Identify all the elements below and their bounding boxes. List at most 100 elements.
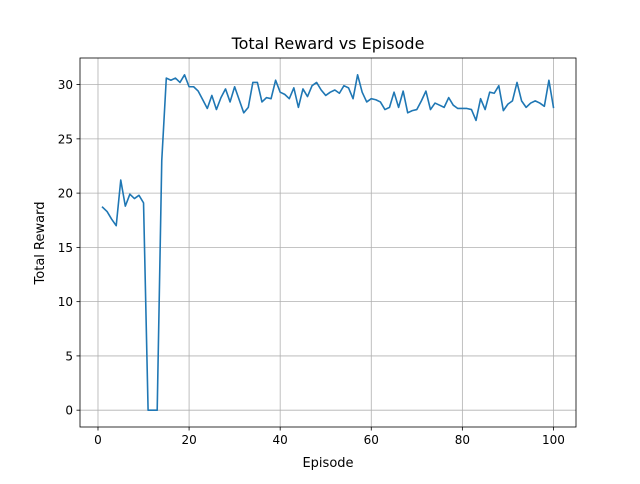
data-point [466, 108, 468, 110]
data-point [507, 103, 509, 105]
data-point [357, 74, 359, 76]
data-point [361, 91, 363, 93]
y-tick-label: 20 [58, 187, 73, 201]
data-point [480, 98, 482, 100]
data-point [471, 109, 473, 111]
y-tick-label: 5 [65, 349, 73, 363]
data-point [380, 101, 382, 103]
y-tick-label: 25 [58, 132, 73, 146]
data-point [229, 101, 231, 103]
data-point [120, 179, 122, 181]
y-tick-label: 30 [58, 78, 73, 92]
data-point [298, 107, 300, 109]
data-point [512, 100, 514, 102]
data-point [343, 85, 345, 87]
data-point [252, 82, 254, 84]
data-point [279, 91, 281, 93]
data-point [316, 82, 318, 84]
data-point [448, 97, 450, 99]
data-point [307, 96, 309, 98]
data-point [125, 205, 127, 207]
data-point [234, 86, 236, 88]
data-point [288, 98, 290, 100]
data-point [339, 92, 341, 94]
data-point [525, 107, 527, 109]
data-point [421, 100, 423, 102]
x-axis-label: Episode [302, 456, 353, 471]
data-point [425, 90, 427, 92]
data-point [430, 109, 432, 111]
data-point [484, 109, 486, 111]
data-point [325, 95, 327, 97]
data-point [452, 104, 454, 106]
data-point [516, 82, 518, 84]
data-point [147, 409, 149, 411]
data-point [539, 102, 541, 104]
data-point [329, 91, 331, 93]
data-point [534, 100, 536, 102]
data-point [202, 99, 204, 101]
data-point [503, 110, 505, 112]
series-layer [101, 74, 555, 411]
data-point [462, 108, 464, 110]
data-point [275, 79, 277, 81]
data-point [220, 97, 222, 99]
y-tick-label: 15 [58, 241, 73, 255]
data-point [375, 99, 377, 101]
data-point [225, 88, 227, 90]
data-point [129, 193, 131, 195]
data-point [179, 82, 181, 84]
data-point [439, 104, 441, 106]
data-point [320, 89, 322, 91]
data-point [156, 409, 158, 411]
data-point [402, 90, 404, 92]
data-point [211, 95, 213, 97]
data-point [370, 98, 372, 100]
data-point [302, 88, 304, 90]
data-point [489, 91, 491, 93]
data-point [115, 225, 117, 227]
data-point [197, 90, 199, 92]
data-point [106, 211, 108, 213]
data-point [553, 107, 555, 109]
data-point [261, 101, 263, 103]
data-point [216, 109, 218, 111]
axis-ticks: 0 20 40 60 80 100 0 5 10 15 20 25 30 [58, 78, 565, 447]
data-point [188, 86, 190, 88]
data-point [143, 202, 145, 204]
data-point [138, 194, 140, 196]
data-point [530, 102, 532, 104]
data-point [184, 74, 186, 76]
data-point [175, 77, 177, 79]
x-tick-label: 60 [364, 433, 379, 447]
data-point [166, 77, 168, 79]
data-point [243, 112, 245, 114]
chart-title: Total Reward vs Episode [231, 34, 425, 53]
data-point [247, 107, 249, 109]
data-point [498, 85, 500, 87]
x-tick-label: 100 [542, 433, 565, 447]
data-point [407, 112, 409, 114]
data-point [152, 409, 154, 411]
data-point [284, 94, 286, 96]
data-point [111, 218, 113, 220]
data-point [493, 92, 495, 94]
data-point [293, 87, 295, 89]
data-point [475, 120, 477, 122]
data-point [352, 98, 354, 100]
data-point [411, 110, 413, 112]
data-point [207, 108, 209, 110]
data-point [238, 99, 240, 101]
data-point [457, 108, 459, 110]
data-point [393, 91, 395, 93]
series-line [101, 74, 555, 411]
data-point [348, 87, 350, 89]
data-point [193, 86, 195, 88]
data-point [257, 82, 259, 84]
data-point [102, 206, 104, 208]
data-point [544, 105, 546, 107]
plot-frame [79, 57, 577, 428]
y-axis-label: Total Reward [33, 202, 48, 286]
